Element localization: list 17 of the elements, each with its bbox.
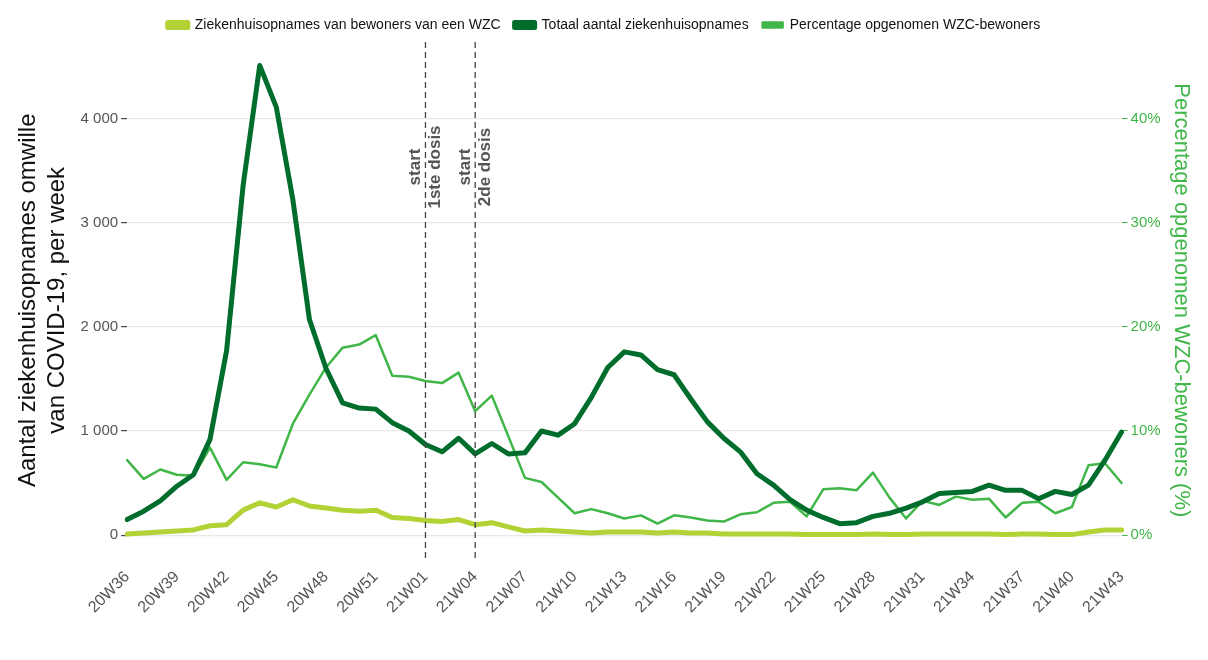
ref-line-label: start 1ste dosis — [405, 125, 445, 209]
y2-axis-title: Percentage opgenomen WZC-bewoners (%) — [1169, 83, 1195, 518]
y2-tick-label: 20% — [1130, 316, 1161, 334]
ref-line-label: start 2de dosis — [454, 127, 494, 207]
y-tick-label: 1 000 — [80, 421, 119, 439]
y2-tick-label: 40% — [1130, 108, 1161, 126]
legend-label: Totaal aantal ziekenhuisopnames — [541, 15, 749, 32]
y-axis-title: Aantal ziekenhuisopnames omwille van COVID-19, per week — [13, 113, 69, 488]
legend-label: Ziekenhuisopnames van bewoners van een WZC — [194, 15, 501, 32]
y-tick-label: 3 000 — [80, 212, 119, 230]
y-tick-label: 4 000 — [80, 108, 119, 126]
y2-tick-label: 0% — [1130, 525, 1153, 543]
legend-label: Percentage opgenomen WZC-bewoners — [789, 15, 1041, 32]
y2-tick-label: 30% — [1130, 212, 1161, 230]
y-tick-label: 2 000 — [80, 316, 119, 334]
y-tick-label: 0 — [109, 525, 119, 543]
y2-tick-label: 10% — [1130, 421, 1161, 439]
